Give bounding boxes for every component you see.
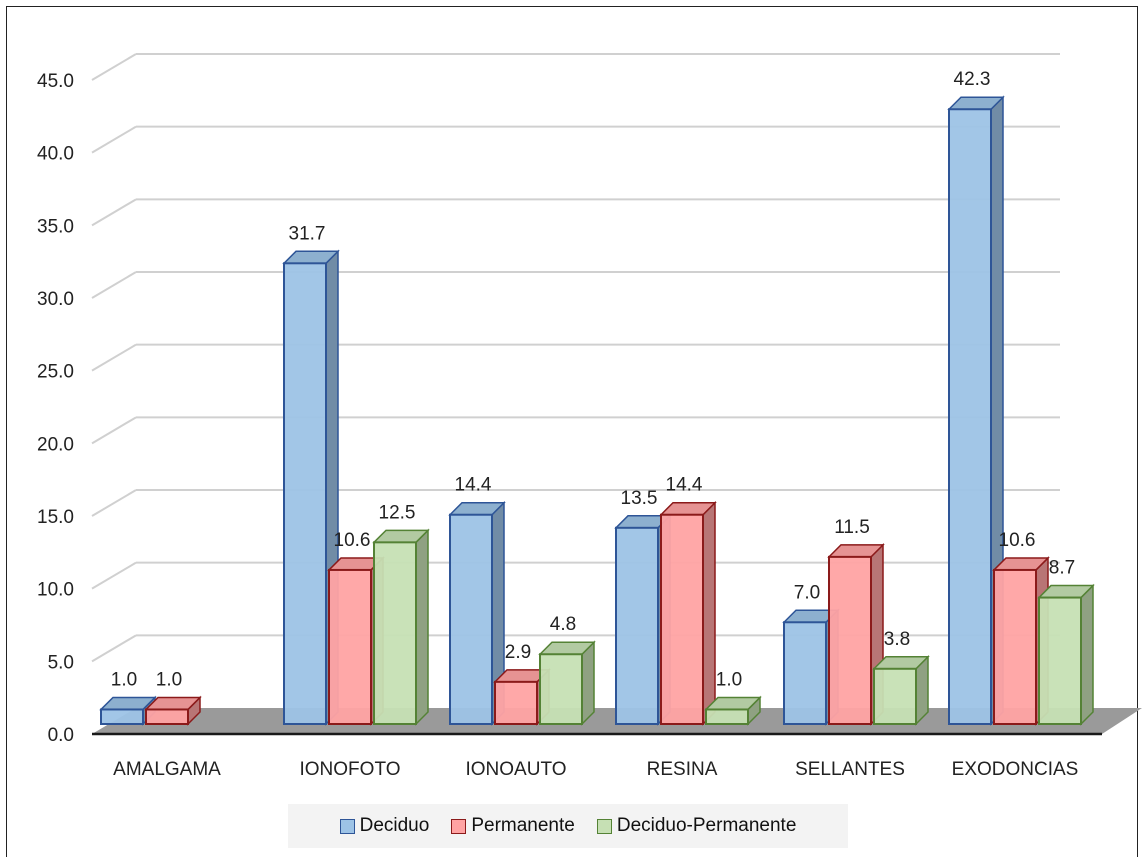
legend-item-permanente: Permanente <box>451 815 575 837</box>
legend-swatch-deciduo <box>339 818 355 834</box>
legend-label-deciduo: Deciduo <box>359 815 430 836</box>
legend-item-deciduo: Deciduo <box>339 815 430 837</box>
data-label: 1.0 <box>716 669 742 690</box>
legend-label-permanente: Permanente <box>471 815 575 836</box>
bar <box>145 708 189 726</box>
data-label: 14.4 <box>455 475 492 496</box>
bar <box>449 513 493 725</box>
data-label: 8.7 <box>1049 558 1075 579</box>
data-label: 12.5 <box>379 502 416 523</box>
x-tick-label: EXODONCIAS <box>952 759 1079 780</box>
bar <box>283 262 327 725</box>
gridline-side <box>91 561 137 590</box>
bar <box>873 667 917 725</box>
bar <box>993 568 1037 725</box>
y-tick-label: 30.0 <box>37 289 74 310</box>
y-tick-label: 20.0 <box>37 434 74 455</box>
data-label: 1.0 <box>111 669 137 690</box>
bar <box>100 708 144 726</box>
data-label: 4.8 <box>550 614 576 635</box>
gridline-side <box>91 489 137 517</box>
data-label: 3.8 <box>884 629 910 650</box>
gridline-side <box>91 416 137 445</box>
data-label: 11.5 <box>834 517 870 538</box>
legend-swatch-deciduo-permanente <box>596 818 612 834</box>
bar <box>328 568 372 725</box>
x-tick-label: IONOFOTO <box>300 759 401 780</box>
data-label: 31.7 <box>289 223 326 244</box>
legend-item-deciduo-permanente: Deciduo-Permanente <box>596 815 797 837</box>
y-tick-label: 0.0 <box>48 725 74 746</box>
bar <box>539 653 583 725</box>
y-tick-label: 35.0 <box>37 216 74 237</box>
data-label: 7.0 <box>794 582 820 603</box>
bar <box>948 108 992 726</box>
y-tick-label: 5.0 <box>48 652 74 673</box>
bar <box>783 621 827 725</box>
gridline-side <box>91 634 137 663</box>
bar <box>1038 596 1082 725</box>
data-label: 10.6 <box>999 530 1036 551</box>
data-label: 13.5 <box>621 488 658 509</box>
data-label: 1.0 <box>156 669 182 690</box>
x-tick-label: RESINA <box>647 759 718 780</box>
legend-label-deciduo-permanente: Deciduo-Permanente <box>616 815 797 836</box>
bar <box>828 555 872 725</box>
bar-side <box>702 500 716 726</box>
bar <box>705 708 749 726</box>
y-tick-label: 25.0 <box>37 362 74 383</box>
bar-side <box>415 528 429 726</box>
y-tick-label: 40.0 <box>37 144 74 165</box>
x-tick-label: SELLANTES <box>795 759 905 780</box>
y-tick-label: 45.0 <box>37 71 74 92</box>
gridline-side <box>91 125 137 154</box>
y-tick-label: 10.0 <box>37 580 74 601</box>
data-label: 42.3 <box>954 69 991 90</box>
gridline-side <box>91 271 137 299</box>
x-tick-label: AMALGAMA <box>113 759 221 780</box>
gridline-side <box>91 53 137 81</box>
bar <box>615 526 659 725</box>
x-tick-label: IONOAUTO <box>466 759 567 780</box>
bar <box>373 541 417 725</box>
gridline-side <box>91 198 137 227</box>
bar <box>494 680 538 725</box>
legend: Deciduo Permanente Deciduo-Permanente <box>288 804 848 848</box>
data-label: 2.9 <box>505 642 531 663</box>
data-label: 14.4 <box>666 475 703 496</box>
bar-side <box>1080 583 1094 726</box>
y-tick-label: 15.0 <box>37 507 74 528</box>
legend-swatch-permanente <box>451 818 467 834</box>
gridline-side <box>91 343 137 372</box>
bar-side <box>581 640 595 726</box>
bar <box>660 513 704 725</box>
data-label: 10.6 <box>334 530 371 551</box>
